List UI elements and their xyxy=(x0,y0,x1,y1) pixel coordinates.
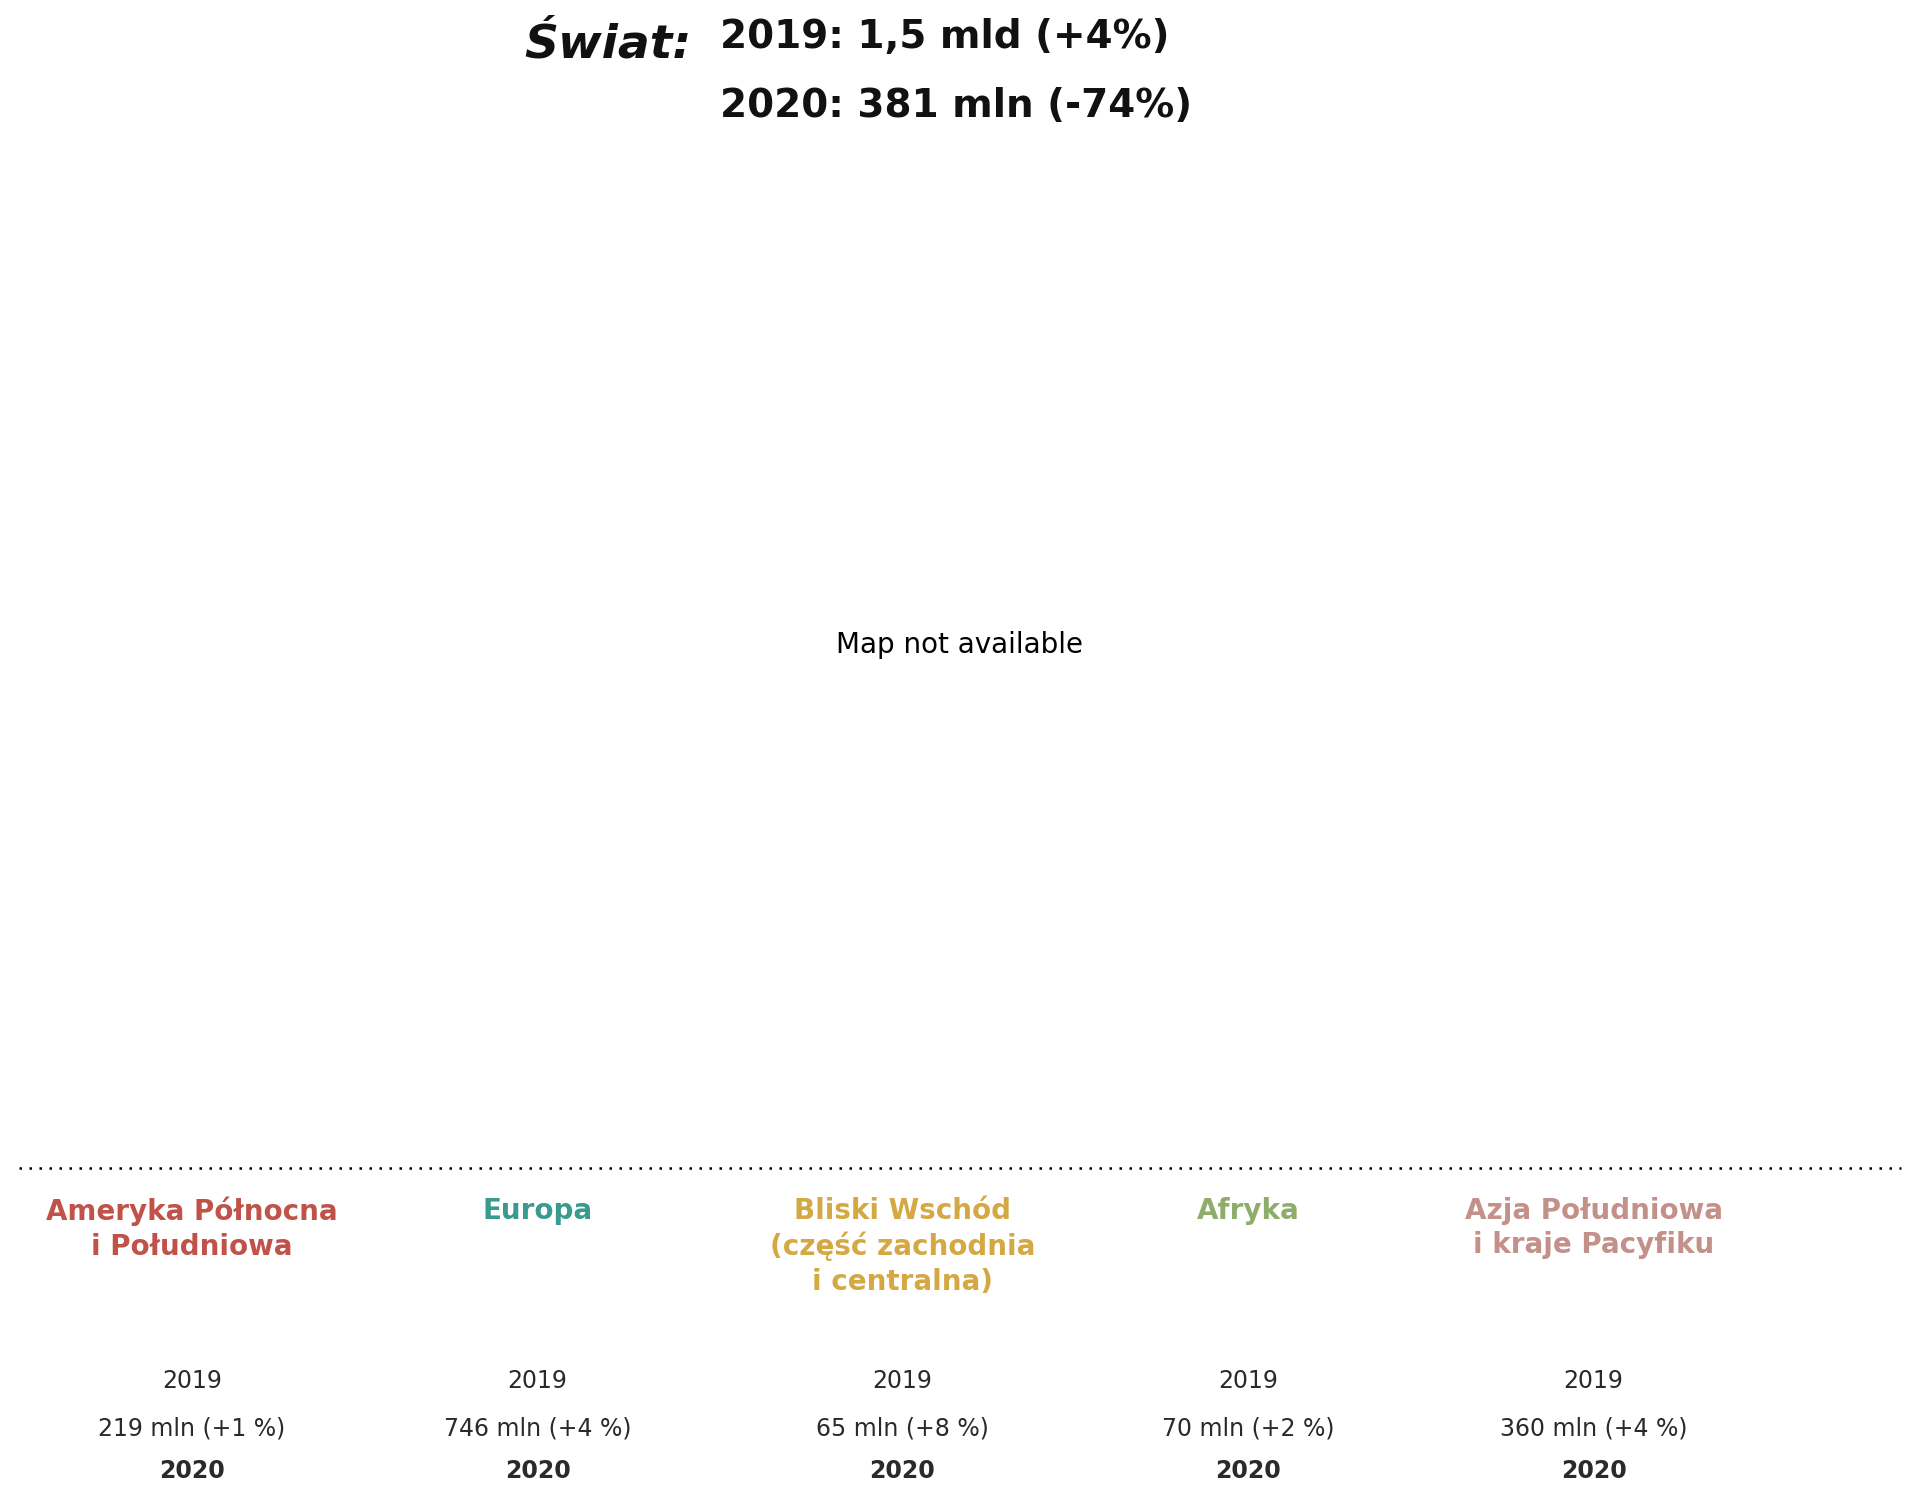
Text: Europa: Europa xyxy=(482,1196,593,1225)
Text: 2020: 2020 xyxy=(870,1460,935,1484)
Text: 2019: 2019 xyxy=(1563,1370,1624,1394)
Text: 2019: 2019 xyxy=(1217,1370,1279,1394)
Text: Świat:: Świat: xyxy=(524,22,691,67)
Text: 2019: 2019 xyxy=(161,1370,223,1394)
Text: 2020: 2020 xyxy=(1215,1460,1281,1484)
Text: 65 mln (+8 %): 65 mln (+8 %) xyxy=(816,1417,989,1441)
Text: 2019: 2019 xyxy=(507,1370,568,1394)
Text: 70 mln (+2 %): 70 mln (+2 %) xyxy=(1162,1417,1334,1441)
Text: 2019: 1,5 mld (+4%): 2019: 1,5 mld (+4%) xyxy=(720,18,1169,55)
Text: Afryka: Afryka xyxy=(1196,1196,1300,1225)
Text: 2020: 2020 xyxy=(505,1460,570,1484)
Text: 2020: 2020 xyxy=(159,1460,225,1484)
Text: Map not available: Map not available xyxy=(837,631,1083,658)
Text: 2020: 381 mln (-74%): 2020: 381 mln (-74%) xyxy=(720,87,1192,124)
Text: 746 mln (+4 %): 746 mln (+4 %) xyxy=(444,1417,632,1441)
Text: Ameryka Północna
i Południowa: Ameryka Północna i Południowa xyxy=(46,1196,338,1261)
Text: Azja Południowa
i kraje Pacyfiku: Azja Południowa i kraje Pacyfiku xyxy=(1465,1196,1722,1259)
Text: 2020: 2020 xyxy=(1561,1460,1626,1484)
Text: 360 mln (+4 %): 360 mln (+4 %) xyxy=(1500,1417,1688,1441)
Text: Bliski Wschód
(część zachodnia
i centralna): Bliski Wschód (część zachodnia i central… xyxy=(770,1196,1035,1297)
Text: 2019: 2019 xyxy=(872,1370,933,1394)
Text: 219 mln (+1 %): 219 mln (+1 %) xyxy=(98,1417,286,1441)
